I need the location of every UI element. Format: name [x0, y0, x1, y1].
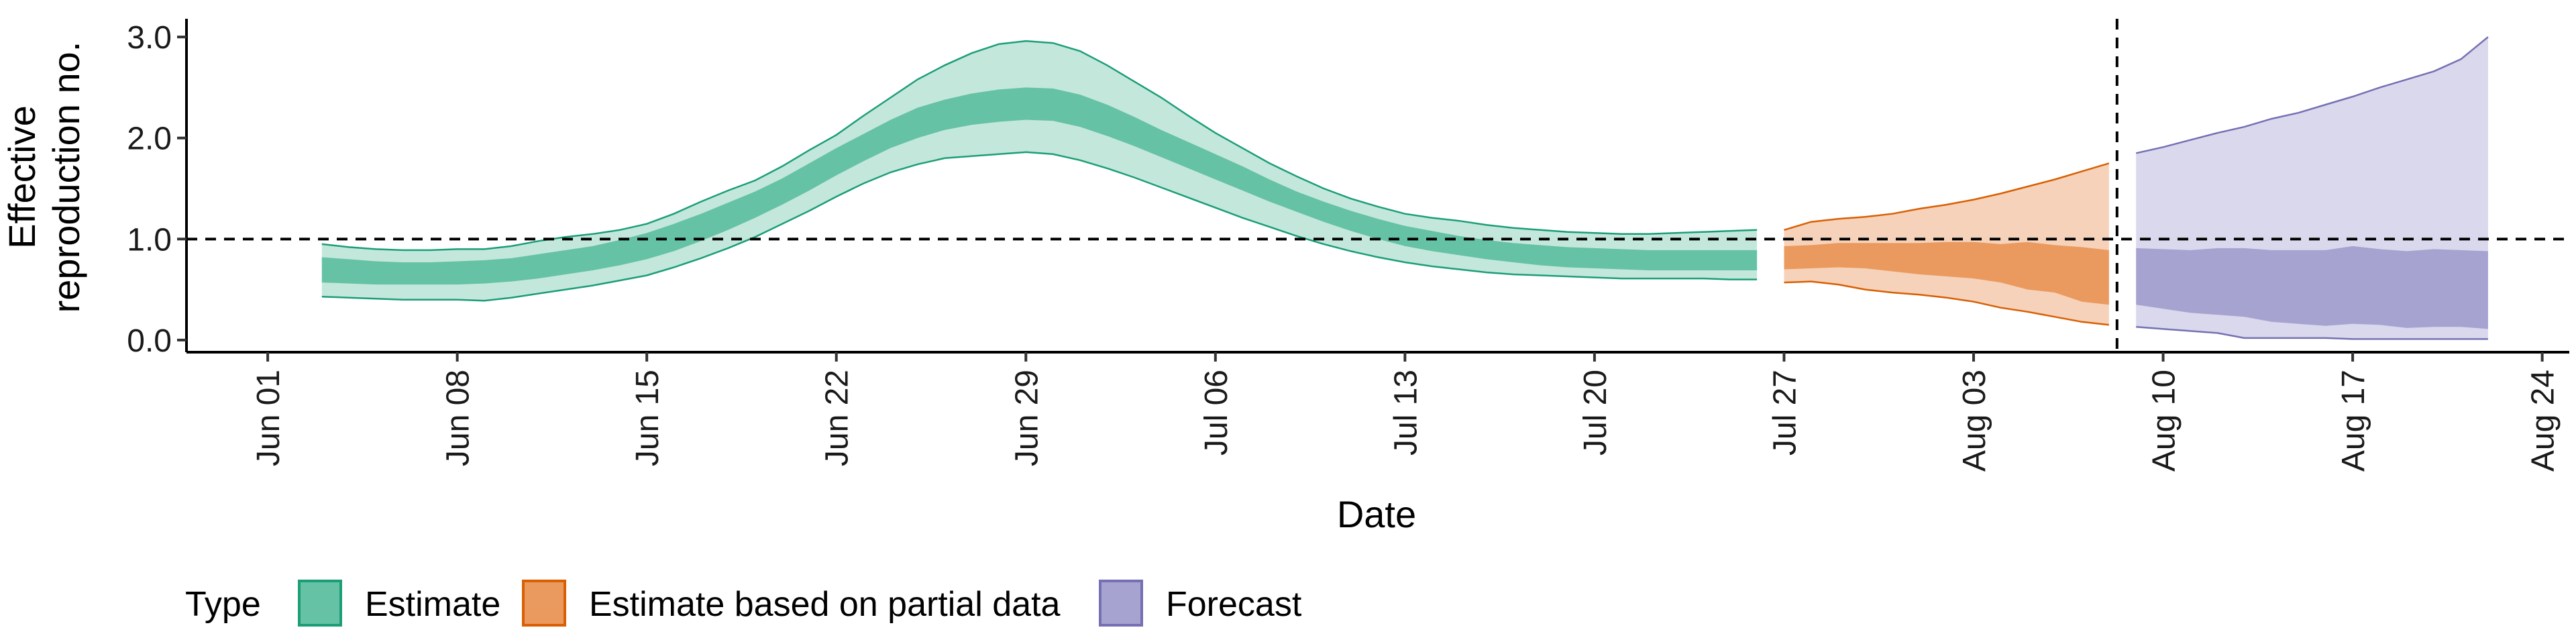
series-2-upper-edge	[2135, 36, 2489, 154]
reference-lines	[186, 19, 2569, 352]
x-tick-label-6: Jul 13	[1388, 370, 1424, 455]
series-1-upper-edge	[1784, 162, 2110, 231]
legend: Type Estimate Estimate based on partial d…	[185, 580, 1302, 627]
ribbons-layer	[321, 36, 2489, 340]
x-tick-label-0: Jun 01	[251, 370, 286, 466]
legend-label-1: Estimate based on partial data	[589, 585, 1061, 624]
x-axis-title: Date	[1337, 493, 1416, 535]
series-2-group	[2135, 36, 2489, 340]
x-tick-label-8: Jul 27	[1768, 370, 1803, 455]
legend-title: Type	[185, 585, 261, 624]
series-0-inner-band	[321, 87, 1758, 285]
y-tick-label-1: 1.0	[127, 222, 172, 258]
x-tick-label-2: Jun 15	[630, 370, 665, 466]
series-1-lower-edge	[1784, 280, 2109, 326]
y-axis-title-line-1: Effective	[1, 105, 43, 249]
legend-key-2	[1099, 580, 1143, 627]
x-tick-label-1: Jun 08	[441, 370, 476, 466]
x-tick-label-12: Aug 24	[2526, 370, 2561, 472]
y-tick-label-0: 0.0	[127, 323, 172, 359]
y-tick-label-2: 2.0	[127, 121, 172, 157]
x-tick-label-7: Jul 20	[1578, 370, 1613, 455]
x-tick-label-11: Aug 17	[2336, 370, 2371, 472]
y-axis-title: Effective reproduction no.	[1, 42, 87, 313]
x-tick-label-3: Jun 22	[820, 370, 855, 466]
legend-label-2: Forecast	[1166, 585, 1302, 624]
series-1-inner-band	[1784, 241, 2109, 305]
series-2-lower-edge	[2136, 326, 2488, 340]
series-1-group	[1784, 162, 2110, 326]
x-tick-label-5: Jul 06	[1199, 370, 1234, 455]
legend-key-1	[522, 580, 566, 627]
series-0-lower-edge	[321, 151, 1758, 302]
legend-label-0: Estimate	[365, 585, 500, 624]
x-tick-label-10: Aug 10	[2147, 370, 2182, 472]
series-0-upper-edge	[321, 40, 1758, 252]
x-tick-label-4: Jun 29	[1009, 370, 1044, 466]
series-2-inner-band	[2136, 246, 2488, 329]
y-axis-title-line-2: reproduction no.	[45, 42, 87, 313]
series-0-group	[321, 40, 1758, 302]
legend-key-0	[298, 580, 342, 627]
y-tick-label-3: 3.0	[127, 20, 172, 56]
axes-layer: 0.0 1.0 2.0 3.0 Jun 01 Jun 08 Jun 15 Jun 22 Jun …	[127, 19, 2569, 472]
x-tick-label-9: Aug 03	[1957, 370, 1992, 472]
